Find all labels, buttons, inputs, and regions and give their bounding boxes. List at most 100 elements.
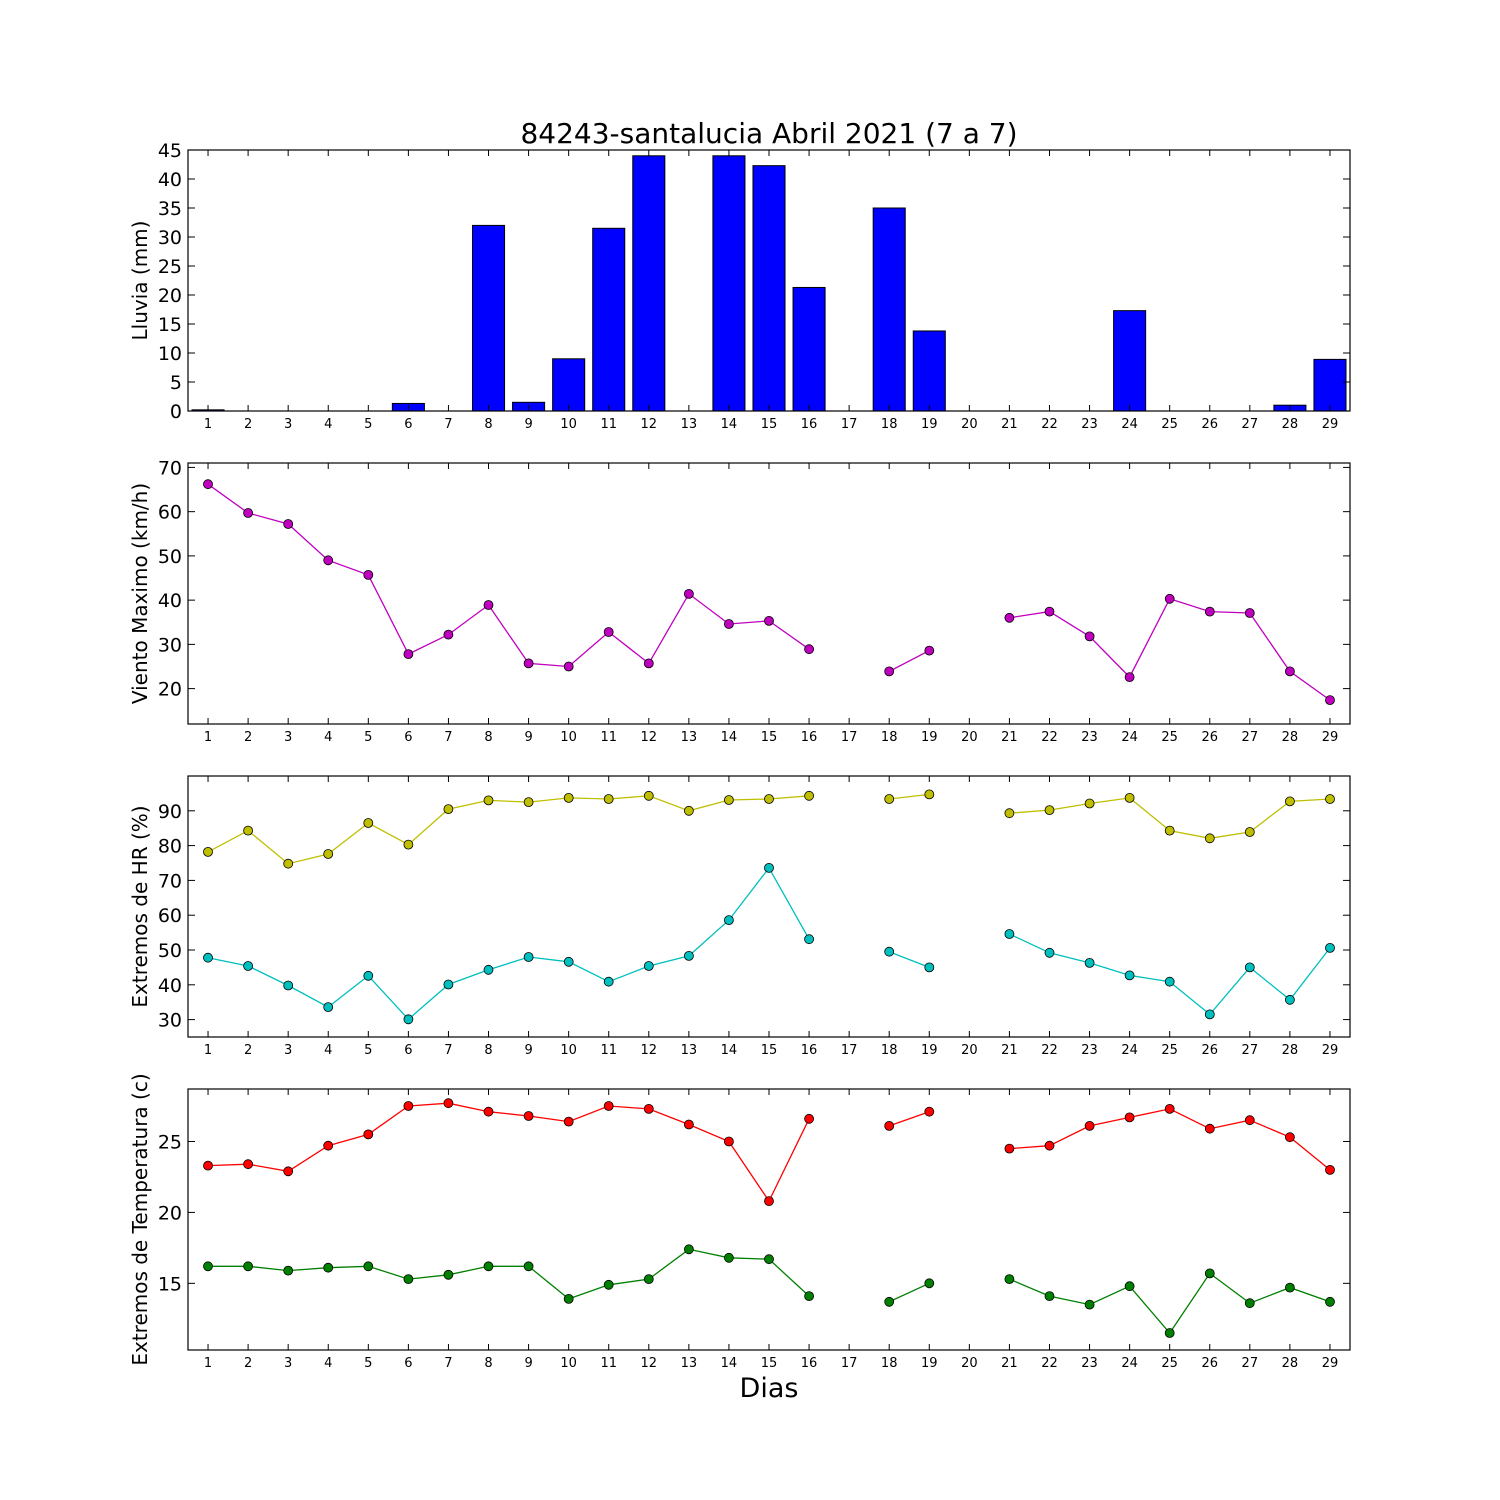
humidity-series-2-point — [884, 946, 895, 957]
wind-x-tick-label: 9 — [524, 730, 532, 745]
temperature-series-2-point — [884, 1296, 895, 1307]
humidity-x-tick-label: 23 — [1081, 1043, 1098, 1058]
humidity-series-2-point — [643, 961, 654, 971]
humidity-series-2-point — [1124, 970, 1135, 981]
wind-y-tick-label: 60 — [158, 502, 182, 524]
humidity-x-tick-label: 8 — [484, 1043, 492, 1058]
temperature-series-1-point — [323, 1140, 334, 1151]
temperature-series-1-point — [563, 1116, 574, 1127]
rain-y-tick-label: 35 — [158, 198, 182, 220]
temperature-series-1-point — [884, 1121, 895, 1131]
rain-y-axis-label: Lluvia (mm) — [128, 221, 152, 341]
temperature-x-tick-label: 16 — [801, 1356, 818, 1371]
humidity-series-2-point — [684, 951, 694, 961]
temperature-series-2-point — [603, 1279, 614, 1290]
temperature-series-2-point — [1124, 1281, 1135, 1292]
humidity-y-axis-label: Extremos de HR (%) — [128, 805, 152, 1007]
temperature-series-2-point — [563, 1294, 574, 1304]
wind-x-tick-label: 8 — [484, 730, 492, 745]
wind-series-1-point — [1044, 606, 1055, 617]
humidity-series-2-line — [1009, 933, 1331, 1016]
humidity-series-2-point — [1285, 994, 1295, 1005]
humidity-x-tick-label: 15 — [761, 1043, 778, 1058]
humidity-x-tick-label: 1 — [204, 1043, 212, 1058]
humidity-series-1-point — [924, 789, 935, 800]
temperature-x-tick-label: 22 — [1041, 1356, 1058, 1371]
wind-x-tick-label: 1 — [204, 730, 212, 745]
wind-series-1-point — [724, 619, 734, 629]
humidity-x-tick-label: 9 — [524, 1043, 532, 1058]
rain-x-tick-label: 14 — [721, 417, 738, 432]
temperature-series-1-point — [1285, 1132, 1295, 1143]
humidity-series-1-point — [1285, 796, 1295, 807]
humidity-series-2-point — [1004, 929, 1015, 939]
temperature-series-2-point — [1084, 1299, 1095, 1310]
wind-x-tick-label: 25 — [1161, 730, 1178, 745]
humidity-series-2-point — [203, 952, 213, 963]
humidity-series-1-point — [523, 797, 534, 807]
temperature-x-tick-label: 7 — [444, 1356, 452, 1371]
rain-x-tick-label: 13 — [681, 417, 698, 432]
wind-series-1-point — [203, 479, 213, 490]
humidity-x-tick-label: 24 — [1121, 1043, 1138, 1058]
temperature-series-2-point — [684, 1244, 694, 1255]
temperature-x-tick-label: 28 — [1282, 1356, 1299, 1371]
temperature-series-1-line — [1009, 1108, 1331, 1171]
humidity-series-2-point — [443, 979, 454, 990]
humidity-x-tick-label: 22 — [1041, 1043, 1058, 1058]
humidity-series-1-point — [804, 790, 814, 801]
humidity-x-tick-label: 26 — [1201, 1043, 1218, 1058]
wind-x-tick-label: 15 — [761, 730, 778, 745]
wind-x-tick-label: 6 — [404, 730, 412, 745]
temperature-series-1-point — [643, 1104, 654, 1114]
wind-y-axis-label: Viento Maximo (km/h) — [128, 483, 152, 704]
wind-x-tick-label: 23 — [1081, 730, 1098, 745]
humidity-series-1-point — [1004, 808, 1015, 819]
wind-x-tick-label: 5 — [364, 730, 372, 745]
temperature-series-1-point — [1124, 1112, 1135, 1123]
rain-y-tick-label: 25 — [158, 256, 182, 278]
temperature-x-tick-label: 9 — [524, 1356, 532, 1371]
humidity-panel: 1 2 3 4 5 6 7 8 9 10 11 12 13 14 15 16 17 18 19 20 21 22 23 24 2… — [128, 775, 1351, 1058]
rain-bar — [872, 207, 906, 412]
wind-series-1-point — [523, 658, 534, 669]
temperature-series-1-point — [243, 1159, 254, 1170]
rain-x-tick-label: 1 — [204, 417, 212, 432]
rain-x-tick-label: 26 — [1201, 417, 1218, 432]
rain-panel: 1 2 3 4 5 6 7 8 9 10 11 12 13 14 15 16 17 18 19 20 21 22 23 24 2… — [128, 140, 1351, 432]
wind-x-tick-label: 19 — [921, 730, 938, 745]
humidity-series-1-point — [884, 794, 895, 804]
wind-y-tick-label: 40 — [158, 590, 182, 612]
wind-x-tick-label: 17 — [841, 730, 858, 745]
wind-panel: 1 2 3 4 5 6 7 8 9 10 11 12 13 14 15 16 17 18 19 20 21 22 23 24 2… — [128, 457, 1351, 745]
temperature-series-2-point — [924, 1278, 935, 1289]
humidity-series-1-point — [1204, 833, 1215, 844]
temperature-plot-frame — [187, 1088, 1351, 1351]
rain-x-tick-label: 10 — [560, 417, 577, 432]
rain-bar — [632, 155, 666, 412]
temperature-x-tick-label: 4 — [324, 1356, 332, 1371]
temperature-series-1-point — [523, 1111, 534, 1121]
rain-bar — [792, 286, 826, 412]
temperature-y-axis-label: Extremos de Temperatura (c) — [128, 1073, 152, 1365]
rain-x-tick-label: 18 — [881, 417, 898, 432]
humidity-series-1-point — [724, 795, 734, 805]
humidity-y-tick-label: 60 — [158, 905, 182, 927]
temperature-series-2-point — [1325, 1296, 1335, 1307]
wind-y-tick-label: 30 — [158, 634, 182, 656]
wind-x-tick-label: 16 — [801, 730, 818, 745]
wind-x-tick-label: 7 — [444, 730, 452, 745]
wind-y-tick-label: 70 — [158, 457, 182, 479]
wind-series-1-point — [764, 616, 774, 626]
humidity-series-2-point — [243, 961, 254, 971]
wind-series-1-point — [1004, 612, 1015, 623]
rain-x-tick-label: 8 — [484, 417, 492, 432]
humidity-series-1-line — [207, 795, 810, 865]
rain-x-tick-label: 11 — [600, 417, 617, 432]
rain-bar — [712, 155, 746, 412]
humidity-y-tick-label: 70 — [158, 870, 182, 892]
humidity-x-tick-label: 25 — [1161, 1043, 1178, 1058]
chart-panels: 1 2 3 4 5 6 7 8 9 10 11 12 13 14 15 16 17 18 19 20 21 22 23 24 2… — [128, 140, 1351, 1371]
temperature-y-tick-label: 25 — [158, 1131, 182, 1153]
x-axis-label: Dias — [740, 1373, 799, 1404]
